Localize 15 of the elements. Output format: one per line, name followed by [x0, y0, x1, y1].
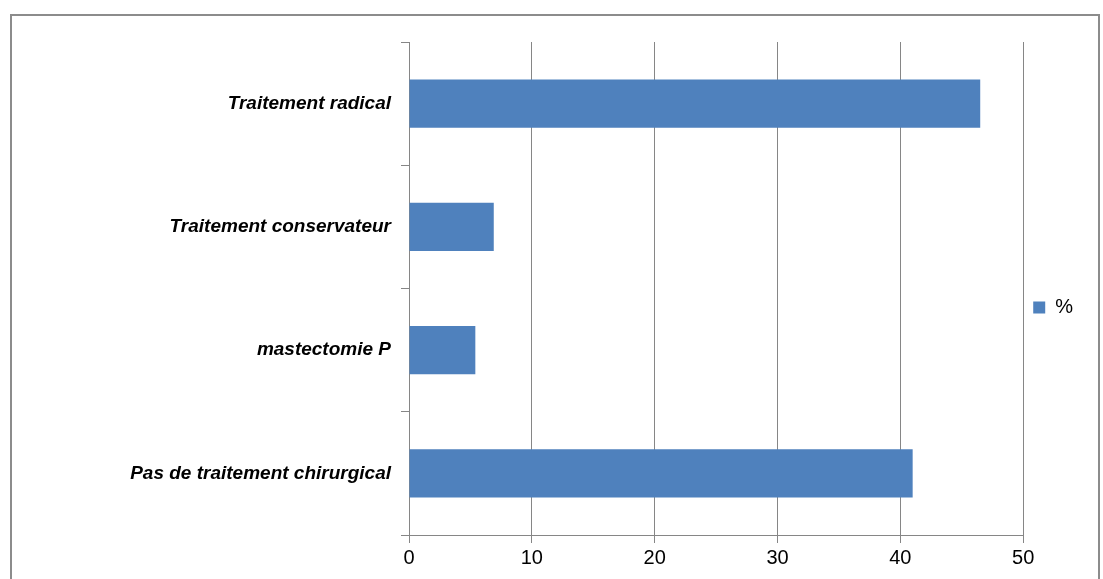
x-tick-label: 20	[643, 545, 666, 568]
x-tick-label: 30	[766, 545, 789, 568]
x-tick-label: 40	[889, 545, 912, 568]
legend-label: %	[1055, 295, 1074, 318]
bar	[409, 449, 913, 498]
bar	[409, 326, 476, 375]
bar	[409, 79, 981, 128]
y-tick-label: mastectomie P	[256, 338, 392, 360]
x-tick-label: 10	[520, 545, 543, 568]
y-tick-label: Pas de traitement chirurgical	[130, 461, 392, 483]
x-tick-label: 0	[403, 545, 415, 568]
y-tick-label: Traitement radical	[227, 91, 392, 113]
y-tick-label: Traitement conservateur	[169, 215, 393, 237]
x-tick-label: 50	[1012, 545, 1035, 568]
bar	[409, 202, 494, 251]
